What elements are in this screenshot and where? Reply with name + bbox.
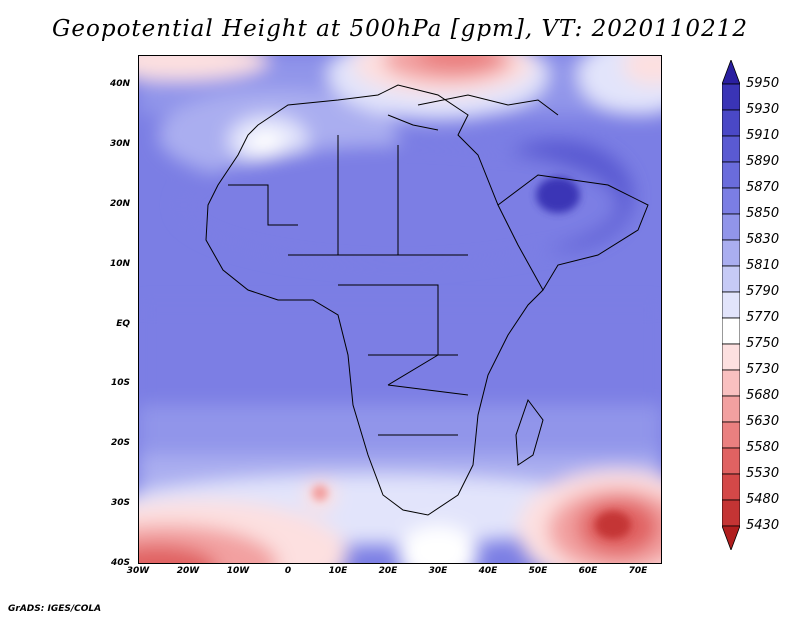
colorbar-swatch <box>722 343 740 371</box>
colorbar-swatch <box>722 317 740 345</box>
lon-tick-20w: 20W <box>176 566 200 576</box>
colorbar-level-label: 5850 <box>746 206 780 221</box>
lon-tick-10e: 10E <box>328 566 348 576</box>
colorbar-swatch <box>722 291 740 319</box>
contour-details <box>312 177 631 539</box>
map-plot-area[interactable] <box>138 55 662 564</box>
colorbar-level-label: 5680 <box>746 388 780 403</box>
lat-tick-20n: 20N <box>109 199 130 209</box>
colorbar-level-label: 5480 <box>746 492 780 507</box>
lat-tick-10s: 10S <box>110 378 130 388</box>
lat-tick-10n: 10N <box>109 259 130 269</box>
colorbar-swatch <box>722 369 740 397</box>
colorbar-swatch <box>722 447 740 475</box>
lat-tick-eq: EQ <box>116 319 130 329</box>
coastlines <box>205 84 649 516</box>
credit-text: GrADS: IGES/COLA <box>8 604 102 614</box>
colorbar-swatch <box>722 395 740 423</box>
colorbar-level-label: 5750 <box>746 336 780 351</box>
map-title: Geopotential Height at 500hPa [gpm], VT:… <box>52 16 748 42</box>
lat-tick-40s: 40S <box>110 558 130 568</box>
colorbar-swatch <box>722 187 740 215</box>
lon-tick-30e: 30E <box>428 566 448 576</box>
colorbar-swatch <box>722 265 740 293</box>
colorbar-swatch <box>722 135 740 163</box>
lat-tick-30s: 30S <box>110 498 130 508</box>
colorbar-level-label: 5430 <box>746 518 780 533</box>
colorbar-level-label: 5890 <box>746 154 780 169</box>
colorbar-level-label: 5790 <box>746 284 780 299</box>
colorbar-level-label: 5930 <box>746 102 780 117</box>
colorbar-level-label: 5580 <box>746 440 780 455</box>
lat-tick-40n: 40N <box>109 79 130 89</box>
colorbar-level-label: 5950 <box>746 76 780 91</box>
colorbar-swatch <box>722 421 740 449</box>
lon-tick-40e: 40E <box>478 566 498 576</box>
lon-tick-70e: 70E <box>628 566 648 576</box>
lon-tick-60e: 60E <box>578 566 598 576</box>
lon-tick-50e: 50E <box>528 566 548 576</box>
lat-tick-30n: 30N <box>109 139 130 149</box>
colorbar-bottom-arrow <box>722 525 740 550</box>
colorbar-swatch <box>722 239 740 267</box>
lon-tick-10w: 10W <box>226 566 250 576</box>
colorbar <box>722 60 740 550</box>
lon-tick-30w: 30W <box>126 566 150 576</box>
colorbar-level-label: 5830 <box>746 232 780 247</box>
colorbar-swatch <box>722 161 740 189</box>
colorbar-swatch <box>722 473 740 501</box>
lat-tick-20s: 20S <box>110 438 130 448</box>
lon-tick-0: 0 <box>284 566 292 576</box>
colorbar-swatch <box>722 213 740 241</box>
colorbar-swatch <box>722 109 740 137</box>
colorbar-top-arrow <box>722 60 740 85</box>
colorbar-level-label: 5530 <box>746 466 780 481</box>
colorbar-level-label: 5770 <box>746 310 780 325</box>
colorbar-swatch <box>722 499 740 527</box>
colorbar-level-label: 5870 <box>746 180 780 195</box>
colorbar-level-label: 5810 <box>746 258 780 273</box>
colorbar-swatch <box>722 83 740 111</box>
geopotential-map <box>138 55 662 564</box>
colorbar-level-label: 5910 <box>746 128 780 143</box>
lon-tick-20e: 20E <box>378 566 398 576</box>
colorbar-level-label: 5730 <box>746 362 780 377</box>
colorbar-level-label: 5630 <box>746 414 780 429</box>
